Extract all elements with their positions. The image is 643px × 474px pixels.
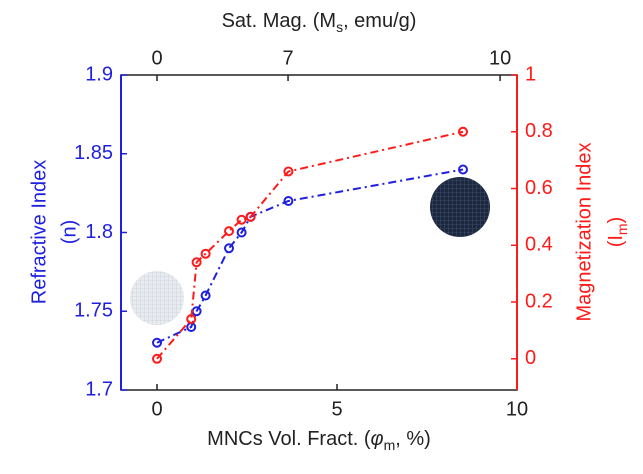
data-point bbox=[152, 337, 162, 348]
x-axis-label-part: φ bbox=[371, 428, 384, 450]
data-point bbox=[152, 353, 162, 364]
data-point bbox=[458, 126, 468, 137]
y-tick-label: 1.7 bbox=[85, 378, 113, 400]
data-point bbox=[245, 211, 256, 222]
y2-tick-label: 0.8 bbox=[525, 120, 553, 142]
x-axis-label-part: m bbox=[384, 437, 396, 453]
x2-tick-label: 7 bbox=[282, 47, 293, 69]
y2-tick-label: 0.4 bbox=[525, 234, 553, 256]
x-tick-label: 0 bbox=[151, 398, 162, 420]
y-tick-label: 1.8 bbox=[85, 221, 113, 243]
x-tick-label: 10 bbox=[506, 398, 528, 420]
y2-tick-label: 0 bbox=[525, 347, 536, 369]
x-axis-label-part: , %) bbox=[395, 428, 431, 450]
data-point bbox=[200, 248, 211, 259]
x2-axis-label-part: s bbox=[336, 19, 343, 35]
series-line bbox=[156, 130, 464, 360]
y2-tick-label: 0.2 bbox=[525, 290, 553, 312]
x-axis-label-part: MNCs Vol. Fract. ( bbox=[207, 428, 371, 450]
y2-axis-label-part: (I bbox=[605, 235, 627, 247]
y2-tick-label: 1 bbox=[525, 63, 536, 85]
x2-axis-label: Sat. Mag. (Ms, emu/g) bbox=[222, 10, 417, 34]
y2-axis-label-part: m bbox=[614, 223, 630, 235]
x2-tick-label: 10 bbox=[489, 47, 511, 69]
x-axis-label: MNCs Vol. Fract. (φm, %) bbox=[207, 428, 431, 452]
y-tick-label: 1.75 bbox=[74, 300, 113, 322]
data-point bbox=[224, 243, 234, 254]
data-point bbox=[458, 164, 468, 175]
data-point bbox=[236, 227, 247, 238]
x2-axis-label-part: , emu/g) bbox=[343, 10, 416, 32]
data-point bbox=[191, 257, 202, 268]
data-point bbox=[224, 226, 234, 237]
sample-image-light bbox=[130, 271, 184, 325]
y2-axis-label: Magnetization Index bbox=[573, 142, 595, 321]
y-axis-label: (n) bbox=[58, 220, 80, 244]
y2-tick-label: 0.6 bbox=[525, 177, 553, 199]
y-tick-label: 1.85 bbox=[74, 142, 113, 164]
data-point bbox=[283, 166, 294, 177]
data-point bbox=[283, 196, 294, 206]
data-point bbox=[236, 214, 247, 225]
y-tick-label: 1.9 bbox=[85, 63, 113, 85]
data-point bbox=[186, 314, 197, 325]
x-tick-label: 5 bbox=[331, 398, 342, 420]
y2-axis-label: (Im) bbox=[605, 217, 629, 248]
sample-image-dark bbox=[430, 177, 490, 237]
data-point bbox=[200, 290, 211, 301]
x2-axis-label-part: Sat. Mag. (M bbox=[222, 10, 336, 32]
y2-axis-label-part: ) bbox=[605, 217, 627, 224]
x2-tick-label: 0 bbox=[151, 47, 162, 69]
y-axis-label: Refractive Index bbox=[28, 160, 50, 305]
